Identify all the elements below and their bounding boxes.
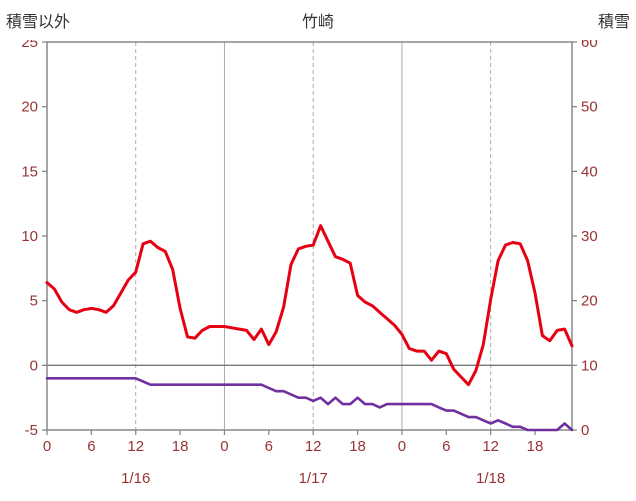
x-axis-hour-label: 6: [87, 438, 95, 455]
x-axis-hour-label: 12: [305, 438, 322, 455]
left-axis-tick-label: -5: [25, 422, 38, 439]
left-axis-tick-label: 10: [21, 228, 38, 245]
right-axis-tick-label: 0: [581, 422, 589, 439]
left-axis-tick-label: 25: [21, 40, 38, 51]
right-axis-tick-label: 10: [581, 357, 598, 374]
right-axis-tick-label: 60: [581, 40, 598, 51]
x-axis-hour-label: 0: [220, 438, 228, 455]
chart-header: 積雪以外 竹崎 積雪: [0, 6, 636, 40]
x-axis-hour-label: 18: [527, 438, 544, 455]
right-axis-tick-label: 20: [581, 293, 598, 310]
red-series-line: [45, 224, 574, 387]
x-axis-hour-label: 6: [265, 438, 273, 455]
right-axis-tick-label: 40: [581, 163, 598, 180]
left-axis-tick-label: 5: [30, 293, 38, 310]
x-axis-hour-label: 18: [349, 438, 366, 455]
x-axis-hour-label: 6: [442, 438, 450, 455]
x-axis-hour-label: 12: [482, 438, 499, 455]
x-axis-date-label: 1/16: [121, 470, 150, 487]
right-axis-tick-label: 30: [581, 228, 598, 245]
left-axis-tick-label: 0: [30, 357, 38, 374]
left-axis-tick-label: 15: [21, 163, 38, 180]
x-axis-hour-label: 18: [172, 438, 189, 455]
left-axis-title: 積雪以外: [6, 14, 71, 31]
x-axis-hour-label: 0: [43, 438, 51, 455]
x-axis-date-label: 1/17: [299, 470, 328, 487]
x-axis-hour-label: 12: [127, 438, 144, 455]
x-axis-hour-label: 0: [398, 438, 406, 455]
left-axis-tick-label: 20: [21, 99, 38, 116]
plot-border: [46, 41, 573, 431]
x-axis-date-label: 1/18: [476, 470, 505, 487]
right-axis-title: 積雪: [597, 14, 630, 31]
right-axis-tick-label: 50: [581, 99, 598, 116]
chart-title: 竹崎: [301, 14, 334, 31]
purple-series-line: [45, 376, 574, 432]
